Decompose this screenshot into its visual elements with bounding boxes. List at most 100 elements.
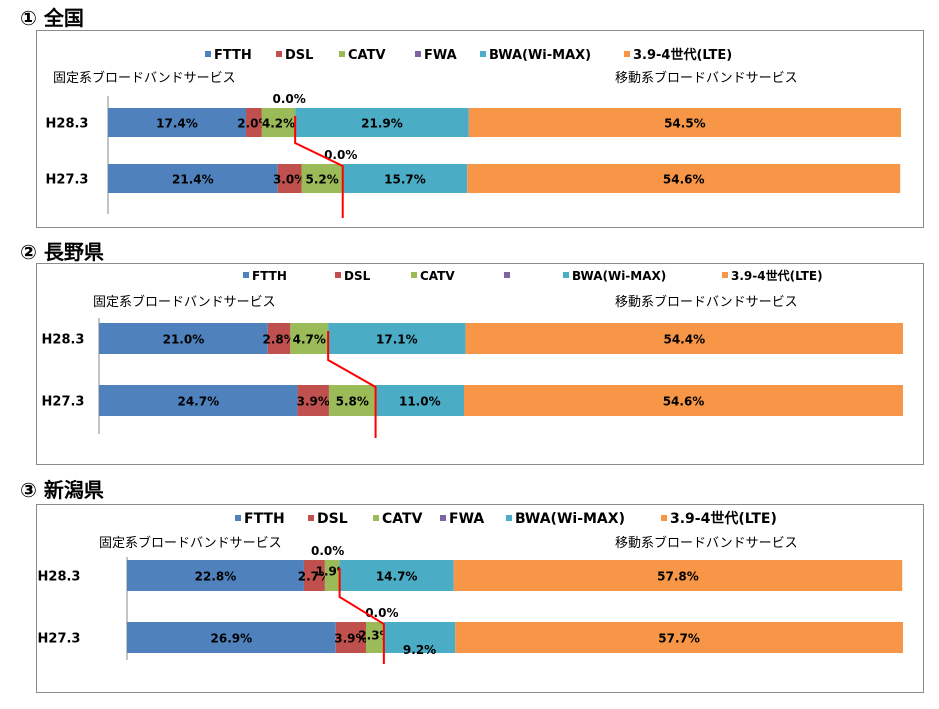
legend-swatch-dsl (335, 272, 341, 278)
bar-segment-lte (453, 560, 903, 591)
data-label-fwa: 0.0% (324, 148, 357, 162)
bar-segment-dsl (297, 385, 329, 416)
bar-segment-catv (328, 385, 376, 416)
chart-title-nagano: ② 長野県 (20, 240, 104, 264)
legend-label-ftth: FTTH (252, 269, 287, 283)
legend-label-catv: CATV (382, 511, 423, 527)
group-label-fixed: 固定系ブロードバンドサービス (99, 535, 282, 551)
bar-segment-catv (366, 622, 384, 653)
data-label-lte: 57.8% (657, 570, 699, 584)
chart-nagano-svg: FTTH DSL CATV BWA(Wi-MAX) 3.9-4世代(LTE) 固定系ブロー… (42, 268, 903, 438)
data-label-fwa: 0.0% (273, 92, 306, 106)
legend-label-ftth: FTTH (214, 48, 252, 63)
legend-swatch-bwa (506, 515, 512, 521)
data-label-bwa: 17.1% (376, 333, 418, 347)
legend-swatch-catv (411, 272, 417, 278)
data-label-ftth: 21.4% (172, 173, 214, 187)
data-label-bwa: 11.0% (399, 395, 441, 409)
data-label-catv: 5.2% (305, 173, 338, 187)
bar-segment-catv (261, 108, 296, 137)
bar-segment-catv (301, 164, 343, 193)
legend-swatch-fwa (440, 515, 446, 521)
data-label-lte: 54.4% (663, 333, 705, 347)
legend-label-lte: 3.9-4世代(LTE) (731, 268, 823, 283)
bar-segment-bwa (328, 323, 466, 354)
legend-swatch-fwa (415, 51, 421, 57)
category-label: H28.3 (42, 333, 85, 348)
data-label-lte: 57.7% (658, 632, 700, 646)
legend-swatch-bwa (563, 272, 569, 278)
legend-swatch-lte (624, 51, 630, 57)
data-label-fwa: 0.0% (365, 606, 398, 620)
data-label-dsl: 2.7% (298, 570, 331, 584)
legend-swatch-ftth (235, 515, 241, 521)
bar-segment-dsl (267, 323, 291, 354)
data-label-bwa: 9.2% (403, 643, 436, 657)
chart-panel-national: FTTH DSL CATV FWA BWA(Wi-MAX) 3.9-4世代(LTE) 固定系… (36, 30, 924, 228)
data-label-lte: 54.6% (663, 173, 705, 187)
legend-label-bwa: BWA(Wi-MAX) (572, 269, 666, 283)
fixed-mobile-divider-line (327, 331, 377, 438)
category-label: H27.3 (46, 173, 89, 188)
bar-segment-bwa (383, 622, 456, 653)
chart-title-niigata: ③ 新潟県 (20, 478, 104, 502)
legend-swatch-bwa (480, 51, 486, 57)
legend-label-dsl: DSL (285, 48, 313, 63)
bar-segment-lte (455, 622, 903, 653)
bar-segment-ftth (127, 622, 336, 653)
legend-label-dsl: DSL (344, 269, 371, 283)
bar-segment-lte (468, 108, 901, 137)
chart-panel-nagano: FTTH DSL CATV BWA(Wi-MAX) 3.9-4世代(LTE) 固定系ブロー… (36, 263, 924, 465)
legend-label-ftth: FTTH (244, 511, 285, 527)
data-label-bwa: 21.9% (361, 117, 403, 131)
bar-segment-catv (290, 323, 329, 354)
bar-segment-ftth (108, 108, 246, 137)
legend-label-dsl: DSL (317, 511, 348, 527)
category-label: H28.3 (46, 117, 89, 132)
group-label-fixed: 固定系ブロードバンドサービス (93, 294, 276, 310)
bar-segment-dsl (303, 560, 325, 591)
bar-segment-bwa (375, 385, 465, 416)
legend-swatch-ftth (243, 272, 249, 278)
data-label-ftth: 26.9% (211, 632, 253, 646)
legend-label-bwa: BWA(Wi-MAX) (489, 48, 591, 63)
data-label-ftth: 22.8% (195, 570, 237, 584)
bar-segment-ftth (99, 385, 298, 416)
legend-label-bwa: BWA(Wi-MAX) (515, 511, 625, 527)
legend-swatch-lte (722, 272, 728, 278)
fixed-mobile-divider-line (294, 116, 344, 218)
legend-label-catv: CATV (348, 48, 386, 63)
category-label: H28.3 (38, 570, 81, 585)
legend-swatch-fwa (504, 272, 510, 278)
bar-segment-lte (465, 323, 903, 354)
group-label-mobile: 移動系ブロードバンドサービス (615, 70, 798, 86)
legend-label-fwa: FWA (424, 48, 457, 63)
bar-segment-bwa (339, 560, 454, 591)
bar-segment-ftth (127, 560, 304, 591)
bar-segment-catv (324, 560, 340, 591)
bar-segment-ftth (108, 164, 278, 193)
chart-title-national: ① 全国 (20, 6, 84, 30)
legend-label-fwa: FWA (449, 511, 484, 527)
fixed-mobile-divider-line (338, 568, 385, 664)
data-label-dsl: 2.8% (262, 333, 295, 347)
legend-swatch-lte (661, 515, 667, 521)
bar-segment-bwa (295, 108, 469, 137)
data-label-catv: 5.8% (336, 395, 369, 409)
bar-segment-lte (464, 385, 903, 416)
data-label-dsl: 3.0% (273, 173, 306, 187)
category-label: H27.3 (42, 395, 85, 410)
legend-swatch-ftth (205, 51, 211, 57)
legend-swatch-dsl (276, 51, 282, 57)
group-label-mobile: 移動系ブロードバンドサービス (615, 535, 798, 551)
bar-segment-dsl (245, 108, 262, 137)
data-label-ftth: 21.0% (163, 333, 205, 347)
legend-swatch-catv (339, 51, 345, 57)
data-label-lte: 54.6% (663, 395, 705, 409)
data-label-catv: 4.2% (262, 117, 295, 131)
data-label-ftth: 17.4% (156, 117, 198, 131)
group-label-mobile: 移動系ブロードバンドサービス (615, 294, 798, 310)
data-label-dsl: 3.9% (297, 395, 330, 409)
bar-segment-ftth (99, 323, 268, 354)
legend-label-catv: CATV (420, 269, 455, 283)
